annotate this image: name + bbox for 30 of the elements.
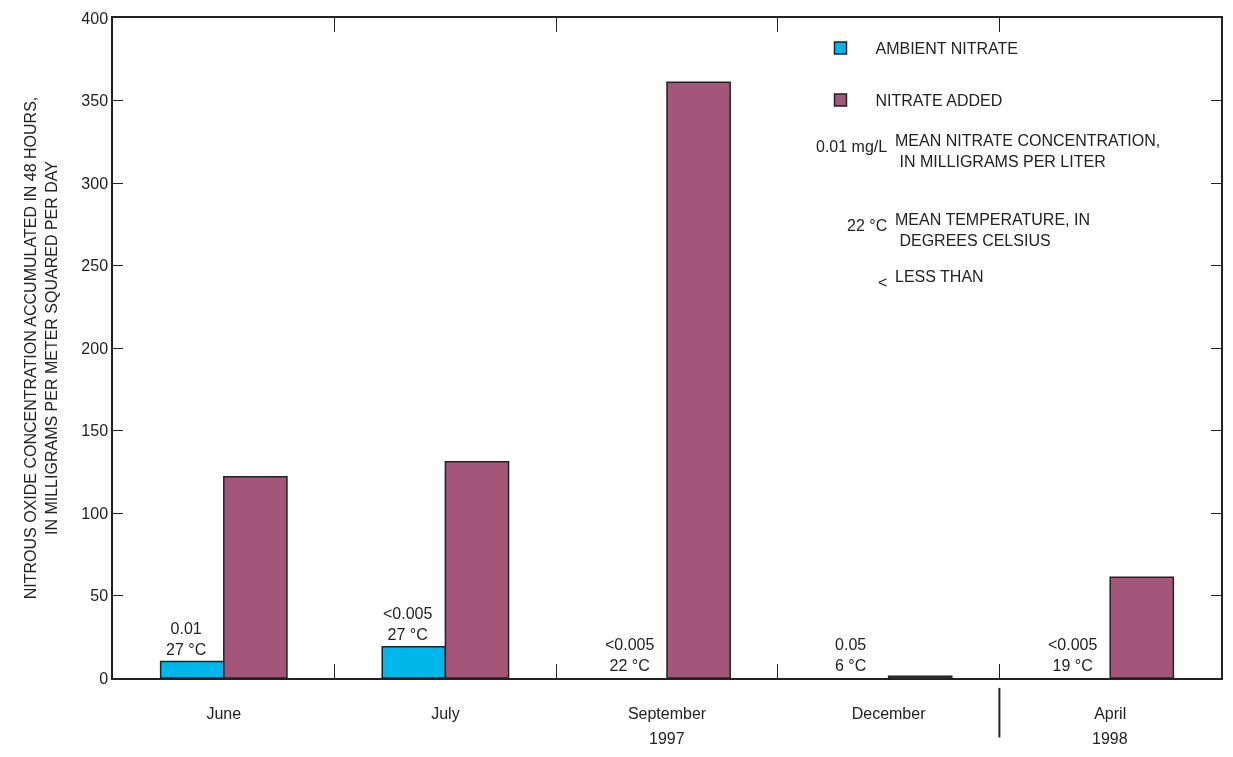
y-axis-title: NITROUS OXIDE CONCENTRATION ACCUMULATED IN 48 HOURS, IN MILLIGRAMS PER METER SQUARED PER DAY xyxy=(21,96,60,600)
annotation: <0.005 19 °C xyxy=(1048,636,1098,674)
y-tick-label: 0 xyxy=(99,669,109,687)
y-tick-label: 350 xyxy=(81,92,109,110)
annotation: MEAN TEMPERATURE, IN DEGREES CELSIUS xyxy=(895,211,1090,249)
y-tick-label: 300 xyxy=(81,174,109,192)
x-tick-label: April xyxy=(1094,704,1127,722)
annotation: MEAN NITRATE CONCENTRATION, IN MILLIGRAMS PER LITER xyxy=(895,132,1161,170)
annotation: < xyxy=(878,274,888,291)
annotation: 0.01 27 °C xyxy=(166,620,207,658)
annotation: 22 °C xyxy=(847,217,888,234)
y-tick-label: 200 xyxy=(81,339,109,357)
y-tick-label: 150 xyxy=(81,422,109,440)
y-tick-label: 250 xyxy=(81,257,109,275)
y-tick-label: 50 xyxy=(90,587,109,605)
x-tick-label: June xyxy=(206,704,242,722)
x-tick-label: December xyxy=(851,704,927,722)
annotation: LESS THAN xyxy=(895,268,984,285)
text: 1998 xyxy=(1092,730,1128,747)
legend-label: NITRATE ADDED xyxy=(875,92,1003,110)
x-tick-label: September xyxy=(627,704,707,722)
y-tick-label: 100 xyxy=(81,504,109,522)
x-tick-label: July xyxy=(431,704,460,722)
text: 1997 xyxy=(649,730,685,747)
legend-label: AMBIENT NITRATE xyxy=(875,40,1019,58)
annotation: 0.01 mg/L xyxy=(816,138,888,155)
y-tick-label: 400 xyxy=(81,9,109,27)
annotation: <0.005 27 °C xyxy=(383,605,433,643)
annotation: 0.05 6 °C xyxy=(835,636,867,674)
annotation: <0.005 22 °C xyxy=(605,636,655,674)
